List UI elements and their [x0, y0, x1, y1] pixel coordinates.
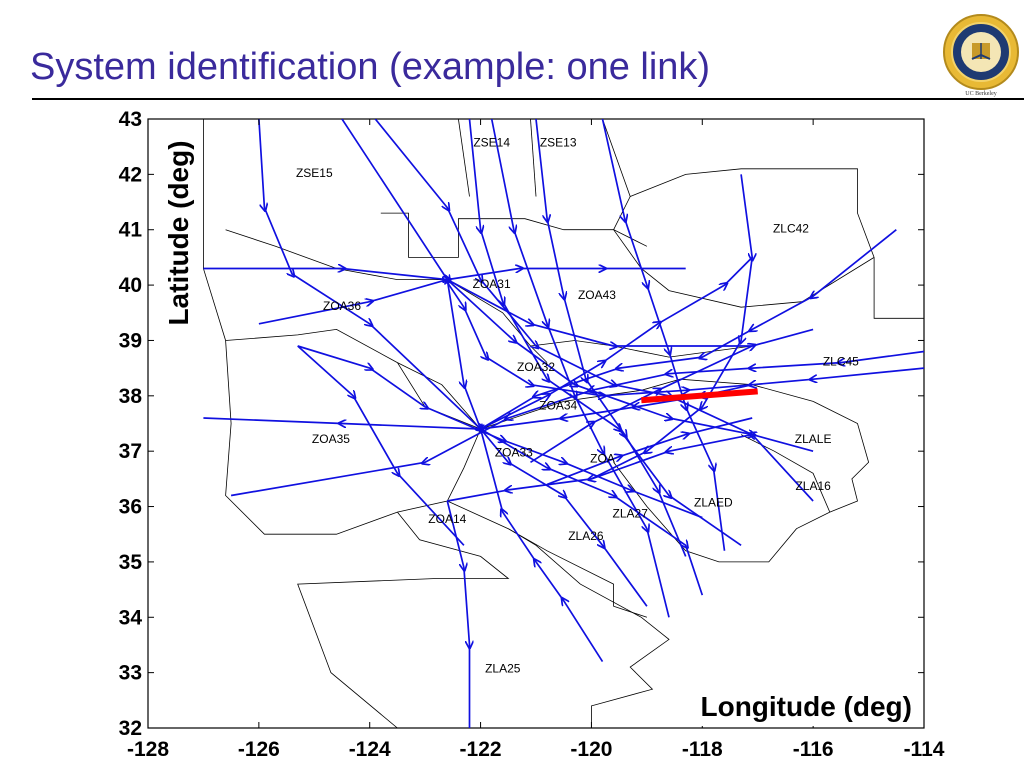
- x-tick-label: -126: [238, 738, 280, 761]
- flow-track: [297, 345, 465, 546]
- flow-track: [530, 328, 814, 464]
- sector-label: ZLC42: [773, 221, 809, 235]
- uc-berkeley-seal-logo: UC Berkeley: [942, 12, 1020, 100]
- sector-label: ZLC45: [823, 354, 859, 368]
- sector-label: ZLA26: [568, 529, 604, 543]
- sector-boundary: [458, 119, 470, 197]
- title-divider: [32, 98, 1024, 100]
- y-tick-label: 33: [119, 662, 142, 685]
- x-tick-label: -116: [793, 738, 834, 761]
- sector-label: ZLA25: [485, 662, 521, 676]
- seal-emblem: [943, 14, 1019, 90]
- plot-frame: [147, 118, 925, 729]
- sector-label: ZOA31: [473, 277, 511, 291]
- y-tick-label: 42: [119, 163, 142, 186]
- sector-label: ZLA16: [795, 479, 831, 493]
- y-tick-label: 34: [119, 606, 143, 629]
- y-tick-label: 38: [119, 385, 143, 408]
- sector-label: ZSE14: [473, 136, 510, 150]
- flow-track: [546, 417, 753, 486]
- x-tick-label: -124: [349, 738, 391, 761]
- y-tick-label: 41: [119, 219, 143, 242]
- x-tick-label: -118: [682, 738, 723, 761]
- y-tick-label: 35: [119, 551, 143, 574]
- sector-label: ZOA36: [323, 299, 361, 313]
- x-tick-label: -120: [570, 738, 612, 761]
- x-tick-label: -128: [127, 738, 169, 761]
- sector-boundary: [812, 401, 870, 513]
- sector-label: ZSE15: [296, 166, 333, 180]
- x-axis-title: Longitude (deg): [700, 691, 912, 722]
- x-tick-label: -122: [460, 738, 502, 761]
- highlighted-link: [641, 388, 758, 404]
- flow-track: [297, 345, 703, 519]
- y-tick-label: 32: [119, 717, 142, 740]
- y-tick-label: 39: [119, 329, 142, 352]
- sector-label: ZSE13: [540, 136, 577, 150]
- sector-label: ZOA34: [539, 399, 577, 413]
- sector-label: ZOA35: [312, 432, 350, 446]
- sector-label: ZLA27: [613, 507, 649, 521]
- x-tick-label: -114: [904, 738, 945, 761]
- x-axis-ticks: -128 -126 -124 -122 -120 -118 -116 -114: [127, 119, 945, 761]
- sector-labels: ZSE15 ZSE14 ZSE13 ZLC42 ZOA31 ZOA43 ZOA36 ZOA32…: [296, 136, 859, 676]
- flow-track: [446, 500, 469, 728]
- y-tick-label: 36: [119, 496, 142, 519]
- sector-boundary: [630, 168, 924, 319]
- sector-label: ZOA43: [578, 288, 616, 302]
- y-axis-ticks: 32 33 34 35 36 37 38 39 40 41 42 43: [119, 108, 924, 740]
- sector-label: ZOA14: [428, 512, 466, 526]
- sector-label: ZOA: [590, 451, 615, 465]
- sector-label: ZLAED: [694, 496, 733, 510]
- sector-label: ZLALE: [795, 432, 832, 446]
- logo-caption: UC Berkeley: [965, 91, 997, 97]
- y-tick-label: 43: [119, 108, 142, 131]
- sector-label: ZOA33: [495, 446, 533, 460]
- x-axis-title-background: [660, 684, 922, 726]
- highlighted-link-layer: [641, 388, 758, 404]
- y-tick-label: 40: [119, 274, 142, 297]
- y-axis-title: Latitude (deg): [163, 140, 194, 325]
- y-tick-label: 37: [119, 440, 142, 463]
- sector-boundary: [530, 119, 537, 197]
- sector-label: ZOA32: [517, 360, 555, 374]
- slide-title: System identification (example: one link…: [30, 46, 711, 88]
